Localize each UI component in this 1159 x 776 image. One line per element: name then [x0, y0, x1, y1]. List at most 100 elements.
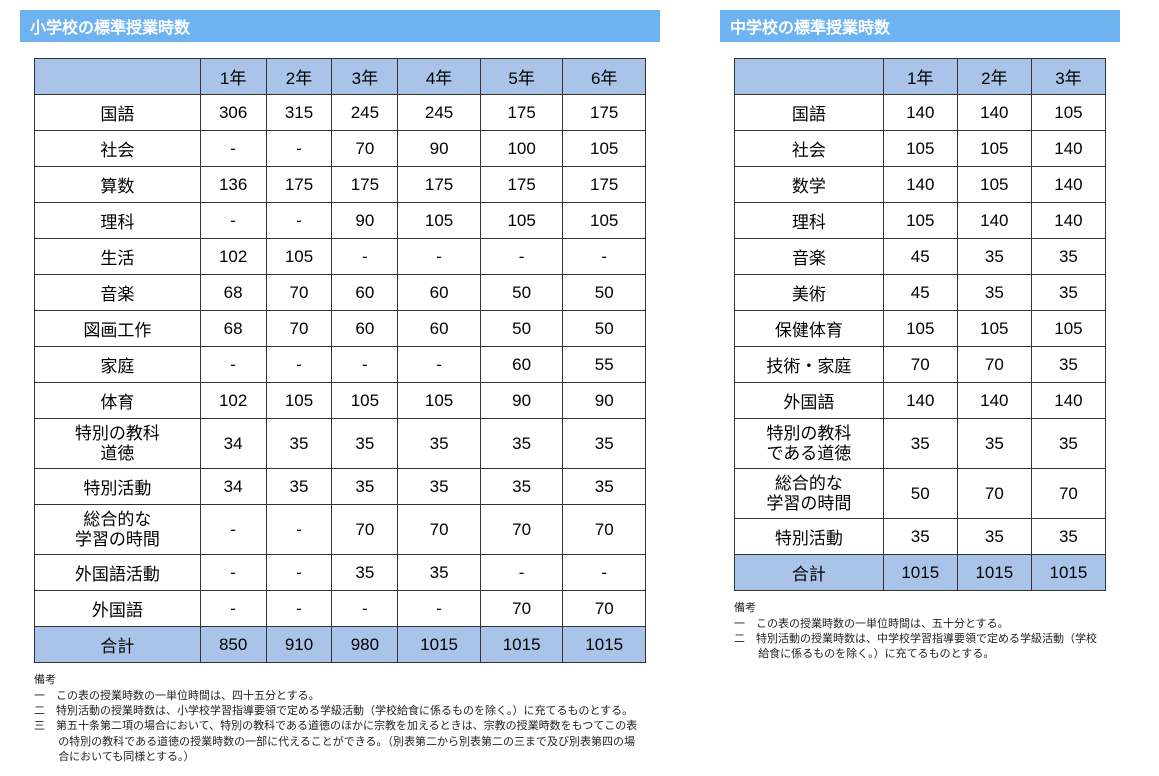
elementary-cell: - — [200, 347, 266, 383]
elementary-cell: 50 — [480, 275, 563, 311]
elementary-table-row: 特別の教科道徳343535353535 — [35, 419, 646, 469]
elementary-table-row: 図画工作687060605050 — [35, 311, 646, 347]
elementary-cell: 60 — [480, 347, 563, 383]
junior-table-row: 外国語140140140 — [735, 383, 1106, 419]
elementary-cell: - — [563, 555, 646, 591]
elementary-cell: 60 — [398, 275, 481, 311]
elementary-cell: - — [480, 555, 563, 591]
junior-cell: 35 — [957, 519, 1031, 555]
junior-table-row: 総合的な学習の時間507070 — [735, 469, 1106, 519]
elementary-cell: 35 — [332, 419, 398, 469]
junior-cell: 105 — [957, 311, 1031, 347]
elementary-cell: 35 — [398, 555, 481, 591]
elementary-total-row: 合計850910980101510151015 — [35, 627, 646, 663]
elementary-table-row: 理科--90105105105 — [35, 203, 646, 239]
junior-col-header: 2年 — [957, 59, 1031, 95]
elementary-table-wrap: 1年2年3年4年5年6年 国語306315245245175175社会--709… — [20, 58, 660, 663]
junior-cell: 140 — [883, 167, 957, 203]
junior-table-row: 音楽453535 — [735, 239, 1106, 275]
elementary-cell: 68 — [200, 311, 266, 347]
junior-total-cell: 1015 — [883, 555, 957, 591]
elementary-total-label: 合計 — [35, 627, 201, 663]
junior-cell: 140 — [1031, 167, 1105, 203]
junior-title: 中学校の標準授業時数 — [720, 10, 1120, 42]
junior-cell: 140 — [957, 95, 1031, 131]
junior-col-header: 3年 — [1031, 59, 1105, 95]
elementary-total-cell: 980 — [332, 627, 398, 663]
elementary-row-label: 図画工作 — [35, 311, 201, 347]
elementary-cell: 70 — [480, 505, 563, 555]
elementary-corner — [35, 59, 201, 95]
junior-cell: 35 — [1031, 239, 1105, 275]
junior-cell: 140 — [1031, 131, 1105, 167]
elementary-cell: 55 — [563, 347, 646, 383]
junior-cell: 140 — [883, 383, 957, 419]
elementary-cell: 90 — [563, 383, 646, 419]
elementary-total-cell: 1015 — [563, 627, 646, 663]
junior-table-wrap: 1年2年3年 国語140140105社会105105140数学140105140… — [720, 58, 1120, 591]
junior-row-label: 技術・家庭 — [735, 347, 884, 383]
elementary-cell: - — [332, 347, 398, 383]
junior-notes-title: 備考 — [734, 601, 1106, 616]
elementary-table-row: 社会--7090100105 — [35, 131, 646, 167]
elementary-cell: 70 — [266, 311, 332, 347]
elementary-notes-title: 備考 — [34, 673, 646, 688]
elementary-cell: 245 — [398, 95, 481, 131]
elementary-table: 1年2年3年4年5年6年 国語306315245245175175社会--709… — [34, 58, 646, 663]
elementary-cell: 50 — [563, 311, 646, 347]
elementary-cell: 50 — [563, 275, 646, 311]
junior-row-label: 美術 — [735, 275, 884, 311]
elementary-cell: 70 — [480, 591, 563, 627]
junior-notes: 備考一 この表の授業時数の一単位時間は、五十分とする。二 特別活動の授業時数は、… — [720, 601, 1120, 663]
elementary-cell: - — [266, 505, 332, 555]
elementary-cell: 100 — [480, 131, 563, 167]
elementary-cell: 35 — [480, 469, 563, 505]
elementary-table-row: 総合的な学習の時間--70707070 — [35, 505, 646, 555]
elementary-cell: 60 — [398, 311, 481, 347]
elementary-cell: 105 — [266, 239, 332, 275]
junior-row-label: 保健体育 — [735, 311, 884, 347]
elementary-cell: 105 — [332, 383, 398, 419]
elementary-cell: 136 — [200, 167, 266, 203]
junior-cell: 105 — [883, 311, 957, 347]
junior-cell: 35 — [1031, 419, 1105, 469]
elementary-cell: 60 — [332, 275, 398, 311]
junior-cell: 35 — [1031, 347, 1105, 383]
elementary-cell: 34 — [200, 419, 266, 469]
elementary-cell: - — [266, 131, 332, 167]
junior-row-label: 社会 — [735, 131, 884, 167]
elementary-cell: 245 — [332, 95, 398, 131]
junior-corner — [735, 59, 884, 95]
elementary-cell: - — [266, 555, 332, 591]
junior-row-label: 国語 — [735, 95, 884, 131]
elementary-cell: 35 — [563, 469, 646, 505]
junior-cell: 105 — [883, 131, 957, 167]
elementary-cell: - — [480, 239, 563, 275]
junior-table-row: 数学140105140 — [735, 167, 1106, 203]
elementary-cell: 35 — [398, 419, 481, 469]
elementary-total-cell: 850 — [200, 627, 266, 663]
elementary-row-label: 特別活動 — [35, 469, 201, 505]
junior-table-row: 国語140140105 — [735, 95, 1106, 131]
elementary-row-label: 体育 — [35, 383, 201, 419]
elementary-cell: 35 — [398, 469, 481, 505]
junior-cell: 35 — [1031, 519, 1105, 555]
elementary-cell: 102 — [200, 239, 266, 275]
junior-section: 中学校の標準授業時数 1年2年3年 国語140140105社会105105140… — [720, 10, 1120, 663]
elementary-cell: 175 — [480, 167, 563, 203]
elementary-col-header: 1年 — [200, 59, 266, 95]
junior-cell: 140 — [883, 95, 957, 131]
elementary-table-row: 算数136175175175175175 — [35, 167, 646, 203]
elementary-cell: 306 — [200, 95, 266, 131]
junior-cell: 35 — [957, 419, 1031, 469]
elementary-cell: 315 — [266, 95, 332, 131]
junior-cell: 105 — [1031, 95, 1105, 131]
elementary-row-label: 外国語 — [35, 591, 201, 627]
elementary-row-label: 外国語活動 — [35, 555, 201, 591]
elementary-cell: 105 — [563, 203, 646, 239]
junior-row-label: 外国語 — [735, 383, 884, 419]
junior-total-label: 合計 — [735, 555, 884, 591]
elementary-cell: 175 — [266, 167, 332, 203]
junior-table-row: 理科105140140 — [735, 203, 1106, 239]
elementary-table-row: 家庭----6055 — [35, 347, 646, 383]
